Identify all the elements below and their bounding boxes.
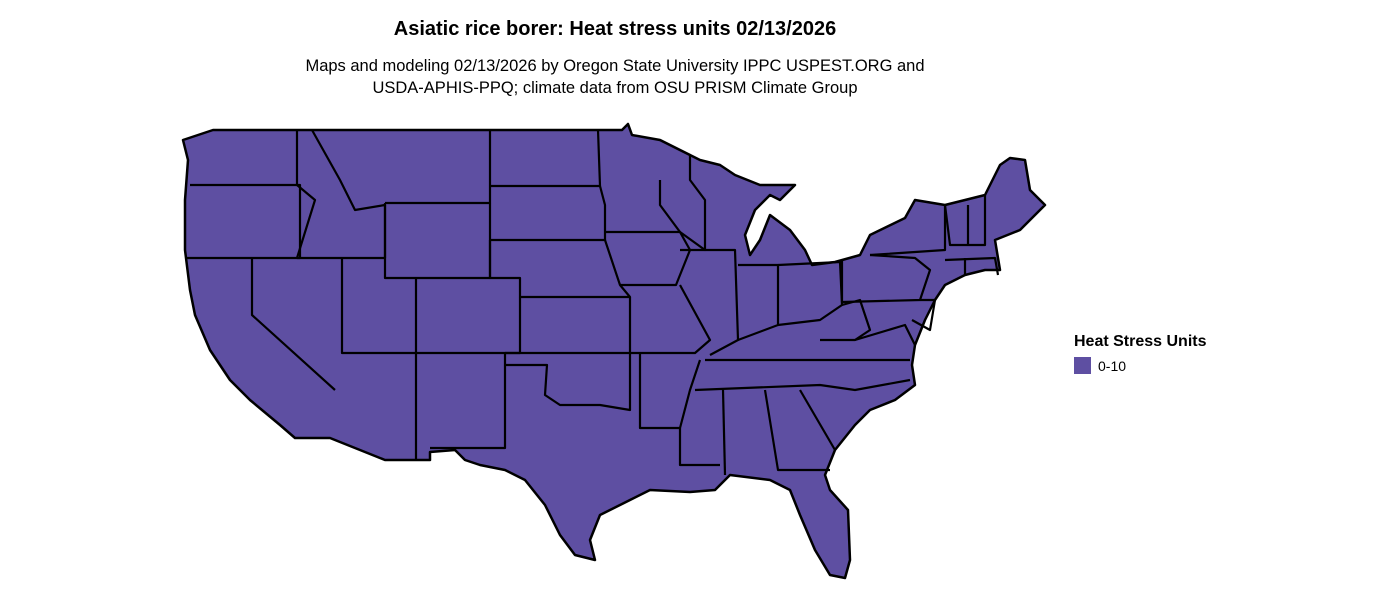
us-outline (181, 122, 1047, 580)
legend: Heat Stress Units 0-10 (1074, 333, 1207, 374)
subtitle-line-2: USDA-APHIS-PPQ; climate data from OSU PR… (372, 79, 858, 97)
legend-label: 0-10 (1098, 357, 1127, 374)
state-borders (187, 129, 1000, 476)
legend-title: Heat Stress Units (1074, 333, 1207, 350)
legend-swatch (1074, 357, 1091, 374)
map-title: Asiatic rice borer: Heat stress units 02… (393, 18, 837, 40)
legend-item: 0-10 (1074, 357, 1207, 374)
map-subtitle: Maps and modeling 02/13/2026 by Oregon S… (0, 55, 1230, 99)
subtitle-line-1: Maps and modeling 02/13/2026 by Oregon S… (305, 57, 925, 75)
